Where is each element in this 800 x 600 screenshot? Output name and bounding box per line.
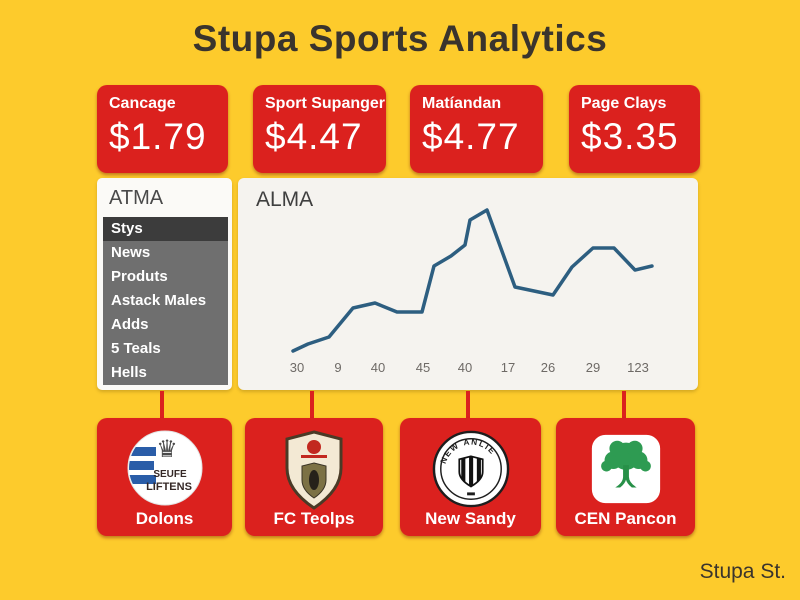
dolons-crest-logo: ♛ SEUFE LIFTENS bbox=[127, 430, 203, 506]
connector-line bbox=[310, 391, 314, 419]
stat-value: $3.35 bbox=[581, 116, 679, 157]
cen-pancon-tree-logo bbox=[587, 430, 665, 508]
sidebar-item-stys[interactable]: Stys bbox=[103, 217, 228, 241]
stat-card-sport-supanger: Sport Supanger $4.47 bbox=[253, 85, 386, 173]
page-title: Stupa Sports Analytics bbox=[192, 18, 608, 59]
alma-line-chart bbox=[291, 208, 654, 353]
team-card-new-sandy[interactable]: NEW ANLIE New Sandy bbox=[400, 418, 541, 536]
x-tick: 40 bbox=[370, 360, 386, 375]
footer-note: Stupa St. bbox=[699, 560, 786, 583]
stat-label: Page Clays bbox=[581, 95, 667, 112]
connector-line bbox=[160, 391, 164, 419]
fc-teolps-shield-logo bbox=[281, 430, 347, 510]
stat-value: $4.77 bbox=[422, 116, 520, 157]
crown-icon: ♛ bbox=[156, 436, 178, 463]
team-name: Dolons bbox=[135, 509, 194, 528]
sidebar-item-produts[interactable]: Produts bbox=[111, 268, 168, 285]
svg-text:SEUFE: SEUFE bbox=[153, 469, 187, 480]
stat-label: Matíandan bbox=[422, 95, 502, 112]
sidebar-panel: ATMA Stys News Produts Astack Males Adds… bbox=[97, 178, 232, 390]
team-card-fc-teolps[interactable]: FC Teolps bbox=[245, 418, 383, 536]
x-tick: 123 bbox=[627, 360, 649, 375]
sidebar-menu: Stys News Produts Astack Males Adds 5 Te… bbox=[103, 217, 228, 385]
sidebar-item-hells[interactable]: Hells bbox=[111, 364, 147, 381]
sidebar-title: ATMA bbox=[109, 187, 164, 209]
connector-line bbox=[466, 391, 470, 419]
sidebar-item-adds[interactable]: Adds bbox=[111, 316, 149, 333]
team-card-cen-pancon[interactable]: CEN Pancon bbox=[556, 418, 695, 536]
x-tick: 9 bbox=[334, 360, 342, 375]
svg-text:LIFTENS: LIFTENS bbox=[146, 481, 192, 493]
x-tick: 17 bbox=[500, 360, 516, 375]
stat-card-cancage: Cancage $1.79 bbox=[97, 85, 228, 173]
x-tick: 45 bbox=[415, 360, 431, 375]
stat-label: Cancage bbox=[109, 95, 176, 112]
stat-card-matiandan: Matíandan $4.77 bbox=[410, 85, 543, 173]
stat-label: Sport Supanger bbox=[265, 95, 386, 112]
sidebar-item-5-teals[interactable]: 5 Teals bbox=[111, 340, 161, 357]
team-card-dolons[interactable]: ♛ SEUFE LIFTENS Dolons bbox=[97, 418, 232, 536]
stat-value: $4.47 bbox=[265, 116, 363, 157]
new-sandy-badge-logo: NEW ANLIE bbox=[432, 430, 510, 508]
chart-title: ALMA bbox=[256, 188, 314, 211]
sidebar-item-astack-males[interactable]: Astack Males bbox=[111, 292, 207, 309]
sidebar-item-news[interactable]: News bbox=[111, 244, 151, 261]
team-name: FC Teolps bbox=[273, 509, 355, 528]
connector-line bbox=[622, 391, 626, 419]
alma-line bbox=[291, 208, 654, 353]
x-tick: 26 bbox=[540, 360, 556, 375]
x-tick: 40 bbox=[457, 360, 473, 375]
alma-chart-panel: ALMA 30 9 40 45 40 17 26 29 123 bbox=[238, 178, 698, 390]
stat-value: $1.79 bbox=[109, 116, 207, 157]
team-name: CEN Pancon bbox=[574, 509, 677, 528]
x-tick: 29 bbox=[585, 360, 601, 375]
x-tick: 30 bbox=[289, 360, 305, 375]
stat-card-page-clays: Page Clays $3.35 bbox=[569, 85, 700, 173]
team-name: New Sandy bbox=[425, 509, 516, 528]
